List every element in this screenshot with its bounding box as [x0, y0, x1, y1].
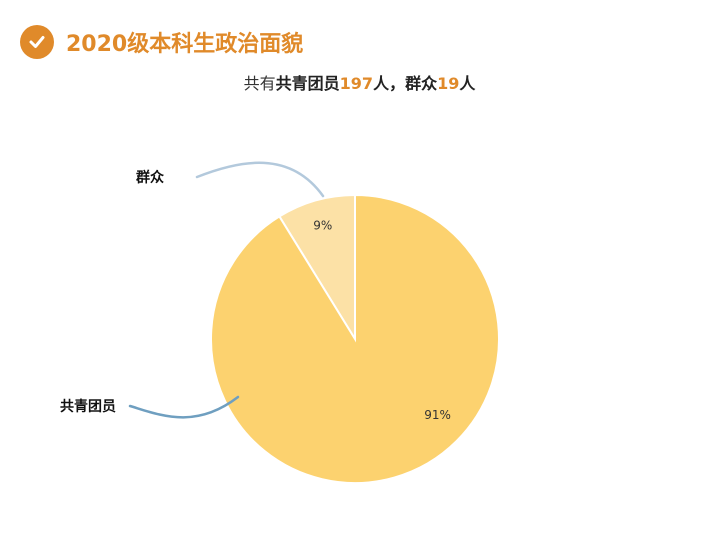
subtitle-item1-count: 197 [339, 74, 374, 93]
subtitle-item2-count: 19 [437, 74, 460, 93]
pie-percent-label-0: 9% [313, 218, 332, 232]
subtitle-item1-label: 共青团员 [275, 74, 340, 93]
chart-subtitle: 共有共青团员197人，群众19人 [0, 70, 719, 94]
page-title: 2020级本科生政治面貌 [66, 32, 304, 57]
subtitle-unit2: 人 [459, 74, 476, 93]
check-circle-icon [20, 25, 54, 59]
leader-line-1 [128, 395, 240, 419]
header: 2020级本科生政治面貌 [20, 22, 303, 62]
pie-category-label-1: 共青团员 [60, 398, 116, 415]
pie-percent-label-1: 91% [424, 408, 451, 422]
leader-line-0 [195, 161, 325, 198]
subtitle-item2-label: 群众 [405, 74, 438, 93]
pie-slice-1 [210, 193, 500, 484]
subtitle-unit1: 人， [373, 74, 406, 93]
subtitle-prefix: 共有 [243, 74, 276, 93]
pie-category-label-0: 群众 [135, 169, 164, 186]
